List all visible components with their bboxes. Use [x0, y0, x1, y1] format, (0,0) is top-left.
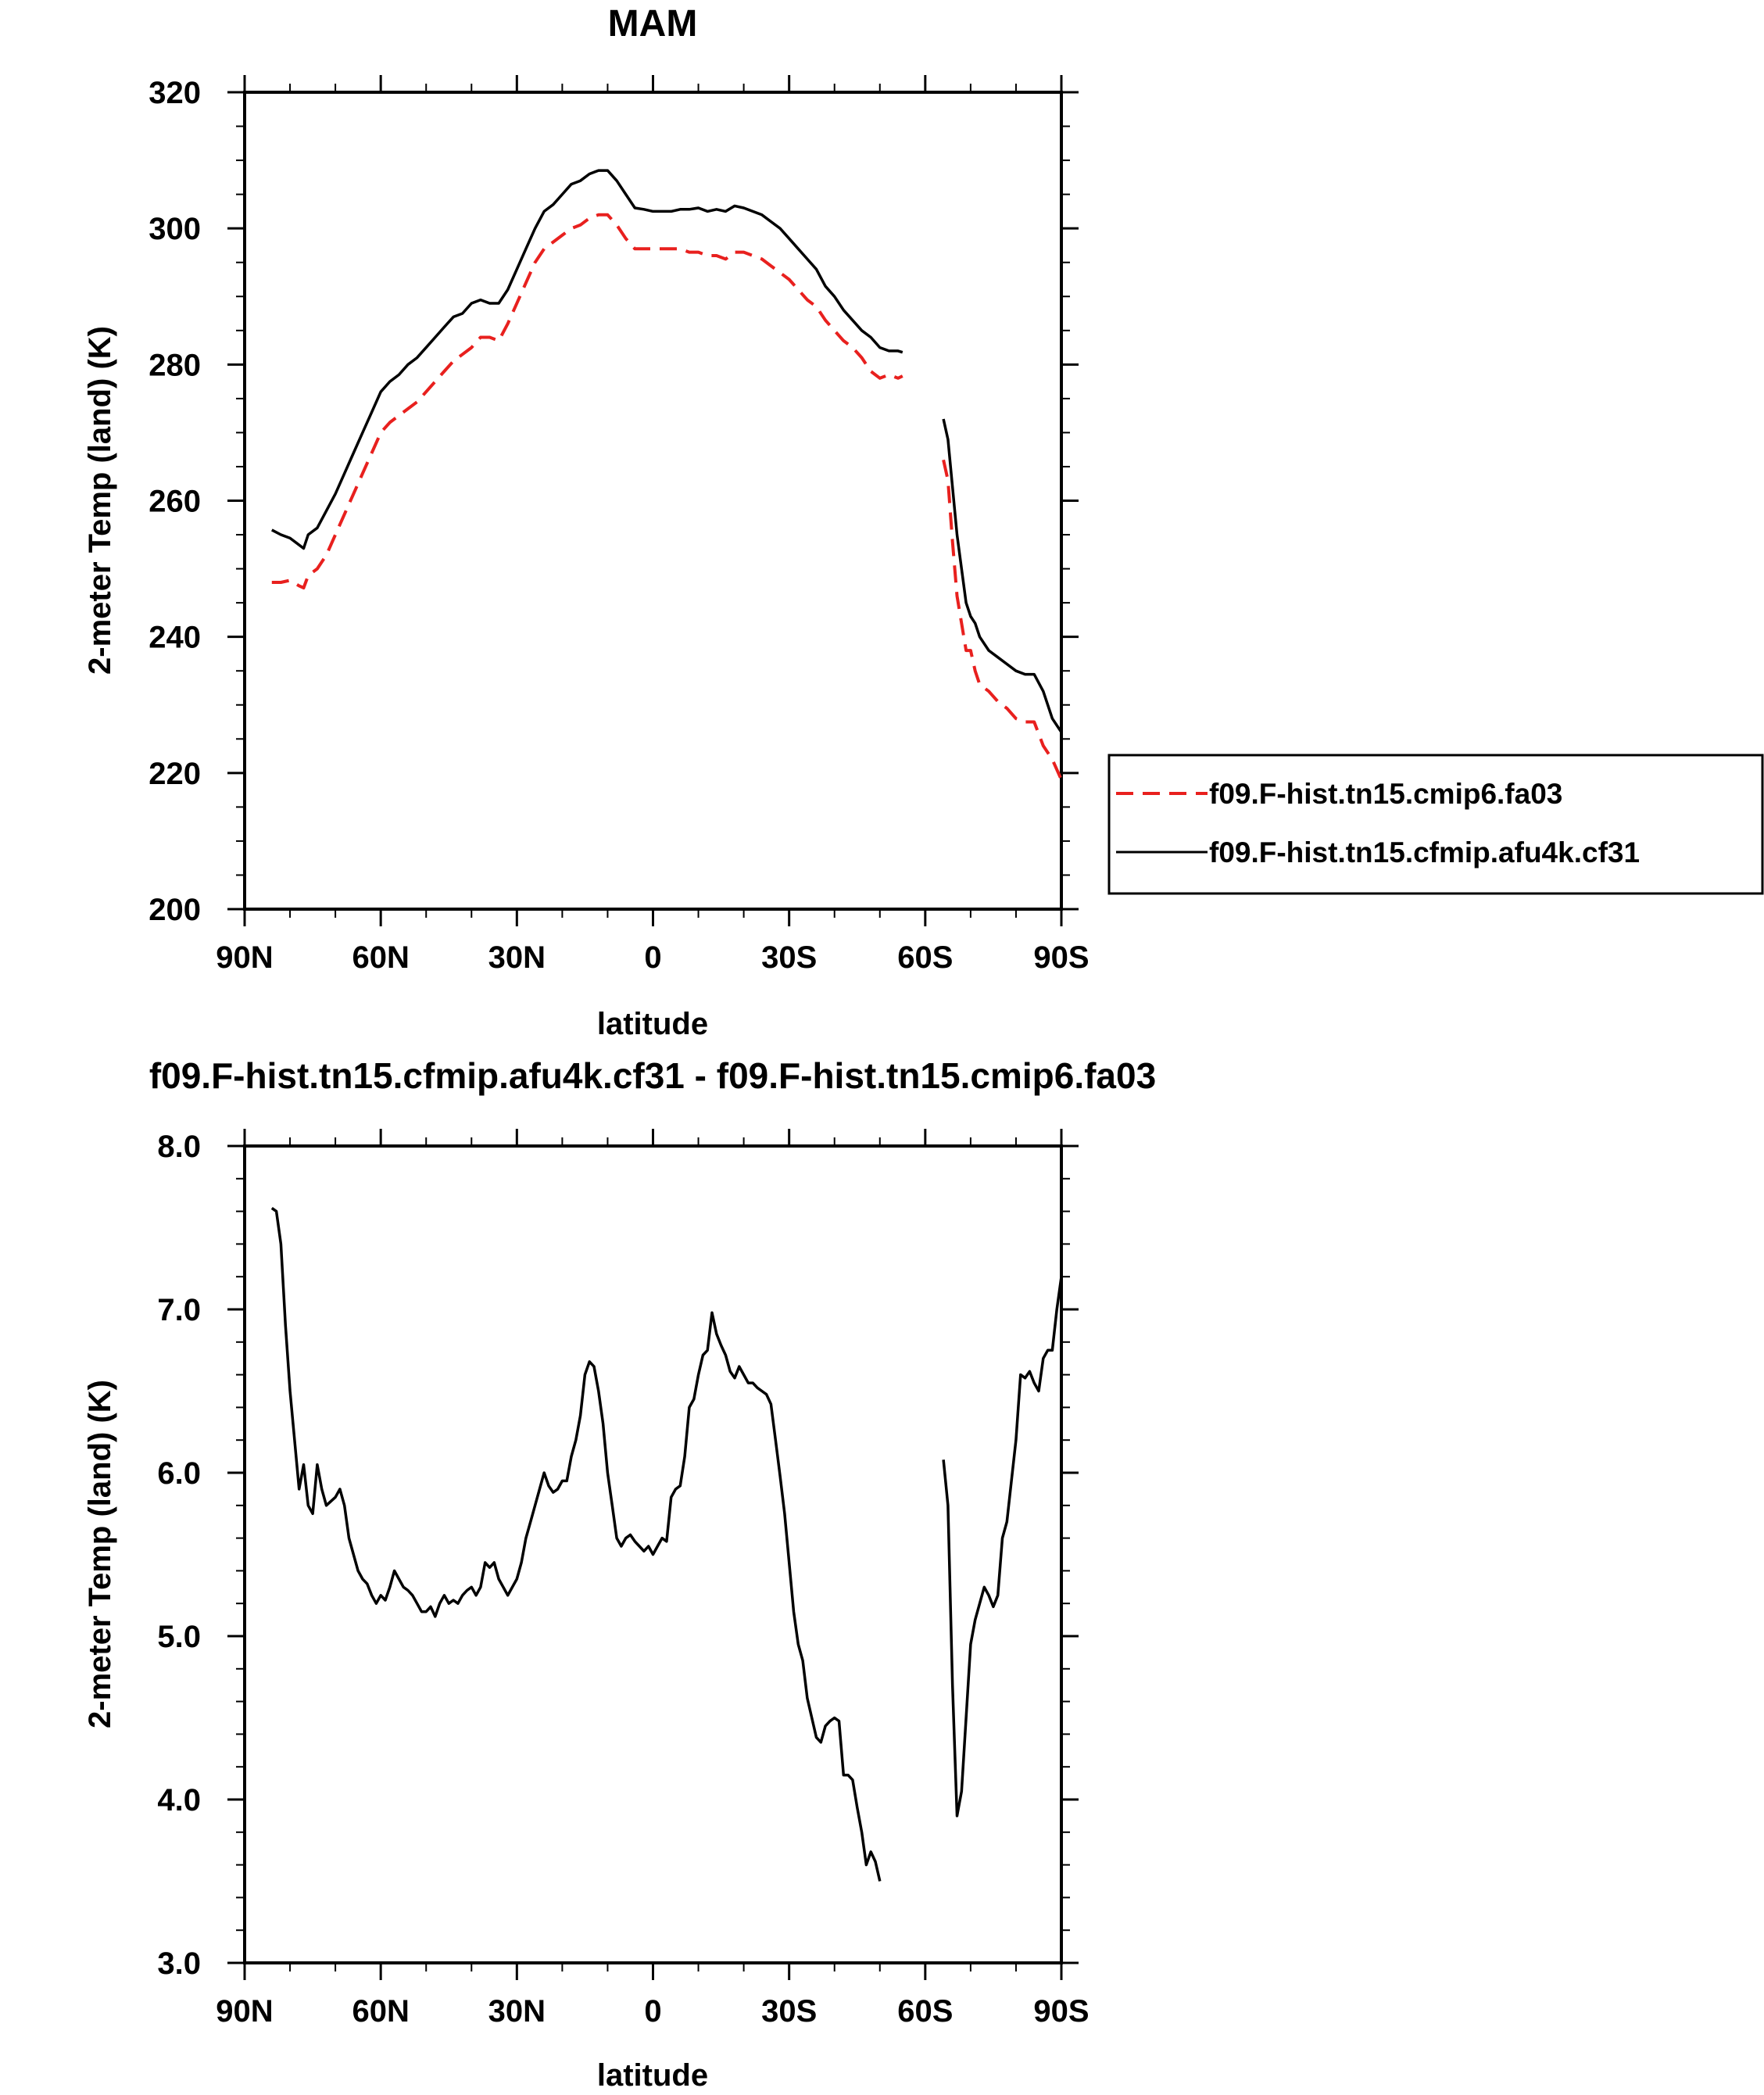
top-y-tick-label: 260 — [148, 485, 201, 519]
bottom-series — [270, 1206, 1063, 1882]
top-plot-frame — [243, 91, 1063, 911]
bottom-x-tick-label: 0 — [644, 1994, 661, 2029]
top-panel: MAM 90N 60N 30N 0 30S 60S 90S 200 220 240 260 280 30… — [83, 3, 1090, 1041]
top-y-tick-label: 240 — [148, 621, 201, 655]
bottom-series-0-line-segment-0 — [270, 1206, 882, 1882]
top-series-1-line-segment-1 — [942, 418, 1063, 733]
top-series-0-line-segment-1 — [942, 459, 1063, 781]
bottom-x-tick-label: 90S — [1033, 1994, 1089, 2029]
bottom-y-axis-label: 2-meter Temp (land) (K) — [83, 1380, 117, 1728]
bottom-x-tick-label: 30N — [488, 1994, 546, 2029]
top-chart-title: MAM — [608, 3, 698, 45]
bottom-y-tick-label: 4.0 — [157, 1783, 201, 1817]
bottom-series-0-line-segment-1 — [942, 1276, 1063, 1817]
bottom-y-tick-label: 5.0 — [157, 1620, 201, 1654]
legend-label-cmip6: f09.F-hist.tn15.cmip6.fa03 — [1209, 778, 1562, 810]
bottom-ticks: 90N 60N 30N 0 30S 60S 90S 3.0 4.0 5.0 6.0 7.0 8.0 — [157, 1129, 1090, 2029]
top-y-tick-label: 320 — [148, 76, 201, 110]
top-series — [270, 169, 1063, 781]
legend: f09.F-hist.tn15.cmip6.fa03 f09.F-hist.tn… — [1107, 754, 1764, 895]
top-y-tick-label: 280 — [148, 348, 201, 382]
legend-label-afu4k: f09.F-hist.tn15.cfmip.afu4k.cf31 — [1209, 836, 1640, 868]
top-series-1-line-segment-0 — [270, 169, 903, 550]
bottom-y-tick-label: 7.0 — [157, 1293, 201, 1327]
top-x-tick-label: 30N — [488, 940, 546, 975]
top-x-tick-label: 90N — [216, 940, 273, 975]
bottom-panel: f09.F-hist.tn15.cfmip.afu4k.cf31 - f09.F… — [83, 1055, 1156, 2093]
bottom-x-tick-label: 60N — [352, 1994, 409, 2029]
top-x-tick-label: 60S — [897, 940, 953, 975]
top-x-tick-label: 90S — [1033, 940, 1089, 975]
top-x-tick-label: 0 — [644, 940, 661, 975]
top-y-tick-label: 220 — [148, 757, 201, 791]
legend-box — [1107, 754, 1764, 895]
bottom-x-tick-label: 30S — [761, 1994, 817, 2029]
top-y-axis-label: 2-meter Temp (land) (K) — [83, 326, 117, 675]
bottom-x-tick-label: 60S — [897, 1994, 953, 2029]
bottom-y-tick-label: 6.0 — [157, 1456, 201, 1491]
bottom-y-tick-label: 3.0 — [157, 1946, 201, 1981]
top-x-tick-label: 30S — [761, 940, 817, 975]
bottom-y-tick-label: 8.0 — [157, 1130, 201, 1164]
bottom-x-axis-label: latitude — [597, 2058, 708, 2093]
top-y-tick-label: 200 — [148, 893, 201, 927]
bottom-x-tick-label: 90N — [216, 1994, 273, 2029]
top-ticks: 90N 60N 30N 0 30S 60S 90S 200 220 240 260 280 300 320 — [148, 75, 1090, 975]
top-x-tick-label: 60N — [352, 940, 409, 975]
top-series-0-line-segment-0 — [271, 213, 903, 589]
top-x-axis-label: latitude — [597, 1007, 708, 1041]
bottom-chart-title: f09.F-hist.tn15.cfmip.afu4k.cf31 - f09.F… — [149, 1055, 1156, 1096]
top-y-tick-label: 300 — [148, 212, 201, 246]
